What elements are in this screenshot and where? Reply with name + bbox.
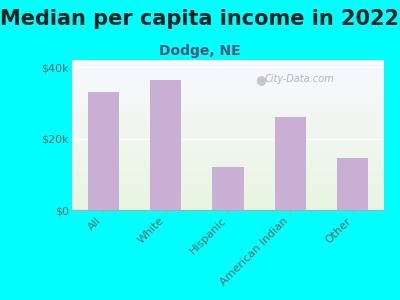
Text: Median per capita income in 2022: Median per capita income in 2022: [0, 9, 400, 29]
Bar: [150, 80, 181, 210]
Bar: [275, 117, 306, 210]
Text: Dodge, NE: Dodge, NE: [159, 44, 241, 58]
Bar: [88, 92, 119, 210]
Text: ●: ●: [255, 73, 266, 86]
Bar: [337, 158, 368, 210]
Bar: [212, 167, 244, 210]
Text: City-Data.com: City-Data.com: [265, 74, 334, 85]
